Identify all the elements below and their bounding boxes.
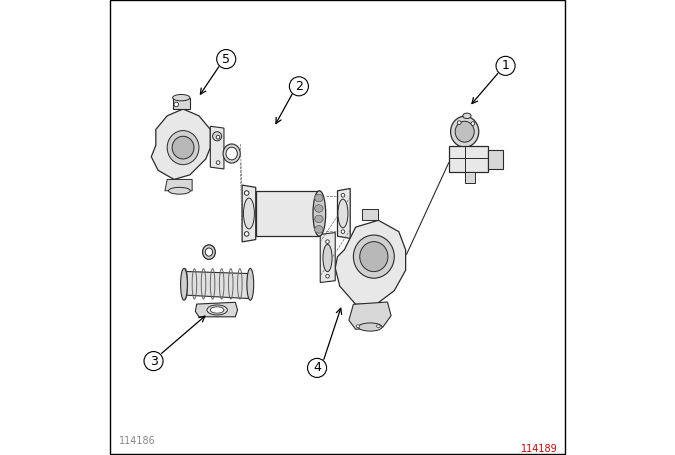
- Ellipse shape: [181, 268, 188, 300]
- Ellipse shape: [202, 245, 215, 259]
- Circle shape: [217, 50, 236, 69]
- Text: 4: 4: [313, 361, 321, 374]
- Ellipse shape: [455, 121, 475, 142]
- Polygon shape: [338, 188, 350, 238]
- Ellipse shape: [169, 187, 190, 194]
- Ellipse shape: [471, 122, 475, 126]
- Polygon shape: [349, 302, 391, 329]
- Ellipse shape: [315, 205, 323, 212]
- Ellipse shape: [216, 135, 220, 139]
- Ellipse shape: [341, 193, 345, 197]
- Circle shape: [496, 56, 515, 76]
- Polygon shape: [335, 220, 406, 304]
- Ellipse shape: [463, 113, 471, 119]
- Circle shape: [308, 359, 327, 378]
- Ellipse shape: [315, 194, 323, 202]
- Ellipse shape: [326, 240, 329, 243]
- Ellipse shape: [315, 215, 323, 222]
- Ellipse shape: [315, 215, 323, 222]
- Ellipse shape: [315, 215, 323, 222]
- Ellipse shape: [213, 131, 221, 141]
- Ellipse shape: [207, 305, 227, 315]
- Ellipse shape: [247, 268, 254, 300]
- Ellipse shape: [360, 242, 388, 272]
- Ellipse shape: [174, 102, 178, 107]
- Ellipse shape: [315, 226, 323, 233]
- Ellipse shape: [377, 325, 380, 328]
- Ellipse shape: [211, 307, 224, 313]
- Text: 2: 2: [295, 80, 303, 93]
- Polygon shape: [449, 146, 488, 172]
- Ellipse shape: [356, 325, 360, 328]
- Ellipse shape: [315, 194, 323, 202]
- Ellipse shape: [244, 198, 254, 229]
- Polygon shape: [195, 302, 238, 317]
- Polygon shape: [488, 150, 504, 169]
- Polygon shape: [242, 185, 256, 242]
- Ellipse shape: [226, 147, 238, 160]
- Ellipse shape: [315, 194, 323, 202]
- Ellipse shape: [244, 232, 249, 236]
- Ellipse shape: [216, 161, 220, 164]
- Ellipse shape: [458, 121, 461, 125]
- Ellipse shape: [167, 131, 199, 165]
- Text: 5: 5: [222, 52, 230, 66]
- Polygon shape: [211, 126, 224, 169]
- Ellipse shape: [315, 205, 323, 212]
- Ellipse shape: [244, 191, 249, 195]
- Polygon shape: [183, 271, 251, 298]
- Ellipse shape: [323, 244, 332, 272]
- Ellipse shape: [173, 95, 190, 101]
- Polygon shape: [362, 209, 379, 220]
- Polygon shape: [165, 179, 192, 191]
- Circle shape: [290, 77, 308, 96]
- Ellipse shape: [172, 136, 194, 159]
- Ellipse shape: [315, 226, 323, 233]
- Text: 3: 3: [150, 354, 157, 368]
- Circle shape: [144, 352, 163, 371]
- Text: 114189: 114189: [520, 444, 558, 454]
- Polygon shape: [464, 172, 475, 182]
- Polygon shape: [173, 98, 190, 109]
- Ellipse shape: [205, 248, 213, 256]
- Ellipse shape: [451, 116, 479, 147]
- Ellipse shape: [341, 230, 345, 233]
- Ellipse shape: [354, 235, 394, 278]
- Ellipse shape: [326, 274, 329, 278]
- Ellipse shape: [313, 191, 326, 236]
- Polygon shape: [256, 191, 319, 236]
- Ellipse shape: [315, 205, 323, 212]
- Text: 1: 1: [502, 59, 510, 72]
- Ellipse shape: [338, 199, 348, 228]
- Text: 114186: 114186: [119, 436, 155, 446]
- Ellipse shape: [315, 226, 323, 233]
- Polygon shape: [151, 109, 211, 179]
- Polygon shape: [320, 233, 335, 283]
- Ellipse shape: [358, 323, 382, 331]
- Ellipse shape: [223, 144, 240, 163]
